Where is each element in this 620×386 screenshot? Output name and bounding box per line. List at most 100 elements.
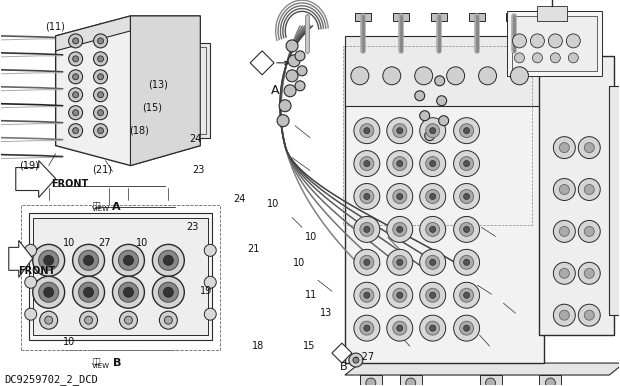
Circle shape (73, 38, 79, 44)
Circle shape (69, 34, 82, 48)
Circle shape (393, 124, 407, 138)
Circle shape (112, 276, 144, 308)
Circle shape (393, 288, 407, 302)
Circle shape (73, 128, 79, 134)
Circle shape (513, 34, 526, 48)
Circle shape (387, 118, 413, 144)
Circle shape (578, 220, 600, 242)
Circle shape (204, 308, 216, 320)
Text: 矢視: 矢視 (92, 358, 101, 364)
Circle shape (123, 287, 133, 297)
Circle shape (485, 378, 495, 386)
Circle shape (73, 74, 79, 80)
Circle shape (459, 222, 474, 236)
Circle shape (559, 185, 569, 195)
Circle shape (554, 220, 575, 242)
Circle shape (387, 282, 413, 308)
Circle shape (578, 137, 600, 159)
Circle shape (430, 325, 436, 331)
Circle shape (420, 282, 446, 308)
Circle shape (459, 321, 474, 335)
Circle shape (84, 287, 94, 297)
Circle shape (546, 378, 556, 386)
Text: 19: 19 (200, 286, 212, 296)
Circle shape (25, 308, 37, 320)
Circle shape (79, 251, 99, 270)
Circle shape (284, 85, 296, 97)
Bar (188, 43, 210, 138)
Circle shape (94, 70, 107, 84)
Circle shape (559, 310, 569, 320)
Circle shape (554, 179, 575, 200)
Bar (538, 6, 567, 21)
Text: DC9259702_2_DCD: DC9259702_2_DCD (4, 374, 97, 385)
Circle shape (584, 143, 594, 152)
Circle shape (454, 118, 479, 144)
Circle shape (364, 292, 370, 298)
Circle shape (164, 256, 174, 265)
Circle shape (420, 151, 446, 176)
Circle shape (364, 259, 370, 265)
Circle shape (397, 227, 403, 232)
Circle shape (430, 161, 436, 167)
Circle shape (464, 161, 469, 167)
Circle shape (164, 316, 172, 324)
Circle shape (510, 67, 528, 85)
Circle shape (387, 249, 413, 275)
Circle shape (360, 256, 374, 269)
Circle shape (397, 161, 403, 167)
Circle shape (454, 183, 479, 210)
Circle shape (387, 315, 413, 341)
Circle shape (393, 190, 407, 203)
Bar (507, 13, 523, 21)
Text: (19): (19) (19, 161, 39, 171)
Circle shape (354, 217, 380, 242)
Text: - 27: - 27 (355, 352, 374, 362)
Circle shape (393, 157, 407, 171)
Circle shape (426, 288, 440, 302)
Text: 13: 13 (320, 308, 332, 318)
Circle shape (459, 124, 474, 138)
Polygon shape (130, 16, 200, 166)
Circle shape (158, 282, 179, 302)
Circle shape (459, 288, 474, 302)
Circle shape (559, 268, 569, 278)
Polygon shape (400, 375, 422, 386)
Circle shape (426, 124, 440, 138)
Circle shape (420, 217, 446, 242)
Circle shape (366, 378, 376, 386)
Text: 10: 10 (136, 237, 148, 247)
Circle shape (97, 110, 104, 116)
Text: B: B (340, 362, 347, 372)
Circle shape (464, 292, 469, 298)
Circle shape (354, 282, 380, 308)
Circle shape (94, 124, 107, 138)
Circle shape (25, 276, 37, 288)
Circle shape (349, 353, 363, 367)
Circle shape (123, 256, 133, 265)
Polygon shape (539, 375, 561, 386)
Polygon shape (16, 161, 56, 198)
Circle shape (43, 256, 54, 265)
Circle shape (45, 316, 53, 324)
Text: 10: 10 (63, 237, 75, 247)
Circle shape (554, 304, 575, 326)
Circle shape (584, 185, 594, 195)
Circle shape (286, 40, 298, 52)
Circle shape (73, 276, 105, 308)
Circle shape (393, 321, 407, 335)
Circle shape (112, 244, 144, 276)
Circle shape (38, 251, 59, 270)
Text: B: B (113, 359, 122, 369)
Text: 27: 27 (99, 237, 111, 247)
Circle shape (479, 67, 497, 85)
Circle shape (354, 249, 380, 275)
Text: 18: 18 (252, 341, 264, 351)
Circle shape (73, 56, 79, 62)
Bar (29, 213, 212, 340)
Circle shape (69, 70, 82, 84)
Circle shape (94, 34, 107, 48)
Bar (33, 218, 208, 335)
Circle shape (97, 38, 104, 44)
Polygon shape (56, 16, 130, 51)
